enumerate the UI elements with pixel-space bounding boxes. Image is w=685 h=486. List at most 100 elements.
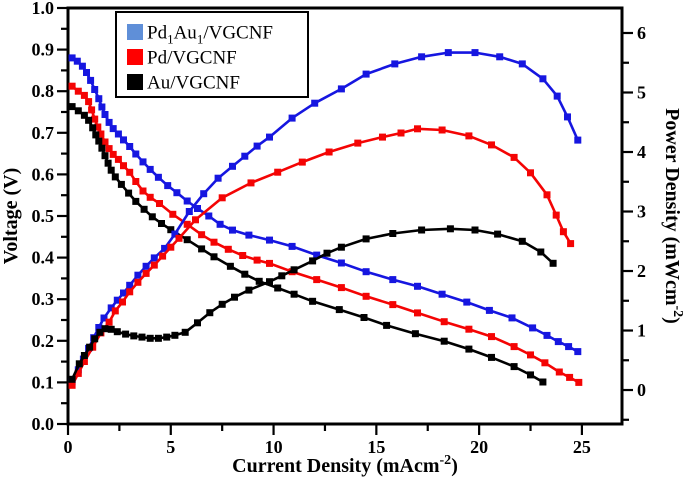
data-point-marker [414, 125, 421, 133]
data-point-marker [362, 268, 370, 276]
data-point-marker [85, 98, 93, 106]
data-point-marker [101, 138, 109, 146]
data-point-marker [543, 191, 551, 199]
data-point-marker [107, 166, 115, 174]
data-point-marker [229, 162, 236, 170]
data-point-marker [92, 131, 100, 139]
data-point-marker [100, 314, 108, 322]
data-point-marker [75, 360, 83, 368]
data-point-marker [68, 82, 76, 90]
data-point-marker [218, 300, 226, 308]
data-point-marker [471, 49, 479, 57]
legend-swatch [127, 24, 143, 40]
series-pd1au1-vgcnf-voltage [68, 54, 582, 356]
y-left-tick-label: 0.9 [32, 40, 55, 60]
data-point-marker [574, 136, 582, 144]
data-point-marker [210, 238, 218, 246]
data-point-marker [139, 187, 147, 195]
data-point-marker [119, 298, 126, 306]
series-au-vgcnf-voltage [68, 103, 547, 386]
data-point-marker [266, 236, 273, 244]
data-point-marker [198, 245, 206, 253]
data-point-marker [205, 212, 213, 220]
data-point-marker [113, 328, 121, 336]
data-point-marker [194, 205, 201, 212]
data-point-marker [510, 343, 518, 351]
y-left-tick-label: 0.5 [32, 206, 55, 226]
data-point-marker [465, 325, 473, 333]
data-point-marker [159, 252, 167, 260]
data-point-marker [383, 321, 391, 329]
data-point-marker [508, 314, 516, 322]
data-point-marker [266, 259, 273, 267]
data-point-marker [224, 245, 232, 253]
series-pd1au1-vgcnf-power-density [68, 49, 582, 386]
data-point-marker [98, 144, 106, 152]
data-point-marker [91, 335, 99, 343]
data-point-marker [95, 324, 103, 331]
data-point-marker [518, 237, 526, 245]
y-left-tick-label: 1.0 [32, 0, 55, 18]
x-tick-label: 0 [64, 437, 73, 457]
series-pd-vgcnf-power-density [68, 125, 575, 389]
data-point-marker [89, 124, 97, 132]
y-right-tick-label: 5 [637, 82, 646, 102]
data-point-marker [107, 304, 115, 312]
data-point-marker [169, 210, 177, 218]
data-point-marker [146, 334, 154, 342]
data-point-marker [446, 225, 454, 233]
data-point-marker [154, 173, 162, 181]
data-point-marker [95, 137, 103, 145]
data-point-marker [362, 235, 370, 243]
data-point-marker [510, 153, 518, 161]
legend-item-pd1au1-vgcnf: Pd1​Au1​/VGCNF [127, 23, 273, 47]
data-point-marker [175, 234, 183, 242]
data-point-marker [471, 226, 479, 234]
data-point-marker [485, 306, 493, 314]
data-point-marker [183, 197, 191, 205]
data-point-marker [311, 99, 319, 107]
data-point-marker [313, 251, 321, 259]
data-point-marker [290, 290, 298, 298]
data-point-marker [216, 220, 224, 228]
data-point-marker [132, 150, 140, 158]
data-point-marker [94, 123, 102, 131]
data-point-marker [554, 338, 562, 346]
data-point-marker [360, 314, 368, 321]
data-point-marker [288, 114, 296, 122]
data-point-marker [120, 136, 127, 144]
data-point-marker [181, 328, 189, 336]
data-point-marker [113, 296, 121, 304]
data-point-marker [389, 276, 397, 284]
data-point-marker [288, 242, 296, 250]
data-point-marker [337, 85, 345, 93]
data-point-marker [231, 293, 238, 301]
data-point-marker [210, 253, 218, 261]
data-point-marker [80, 91, 88, 99]
data-point-marker [564, 113, 571, 121]
data-point-marker [414, 309, 421, 317]
data-point-marker [389, 301, 397, 309]
data-point-marker [313, 276, 321, 284]
data-point-marker [171, 331, 179, 339]
data-point-marker [354, 139, 362, 147]
data-point-marker [120, 162, 127, 170]
data-point-marker [229, 226, 236, 234]
legend-label: Au/VGCNF [147, 73, 240, 94]
data-point-marker [173, 189, 181, 197]
data-point-marker [337, 259, 345, 267]
data-point-marker [440, 318, 448, 326]
y-right-tick-label: 2 [637, 261, 646, 281]
data-point-marker [83, 69, 90, 76]
data-point-marker [104, 159, 112, 167]
data-point-marker [185, 208, 193, 215]
data-point-marker [74, 107, 82, 115]
y-right-tick-label: 4 [637, 142, 646, 162]
data-point-marker [68, 54, 76, 62]
data-point-marker [247, 179, 255, 187]
data-point-marker [266, 278, 273, 286]
data-point-marker [541, 359, 549, 367]
